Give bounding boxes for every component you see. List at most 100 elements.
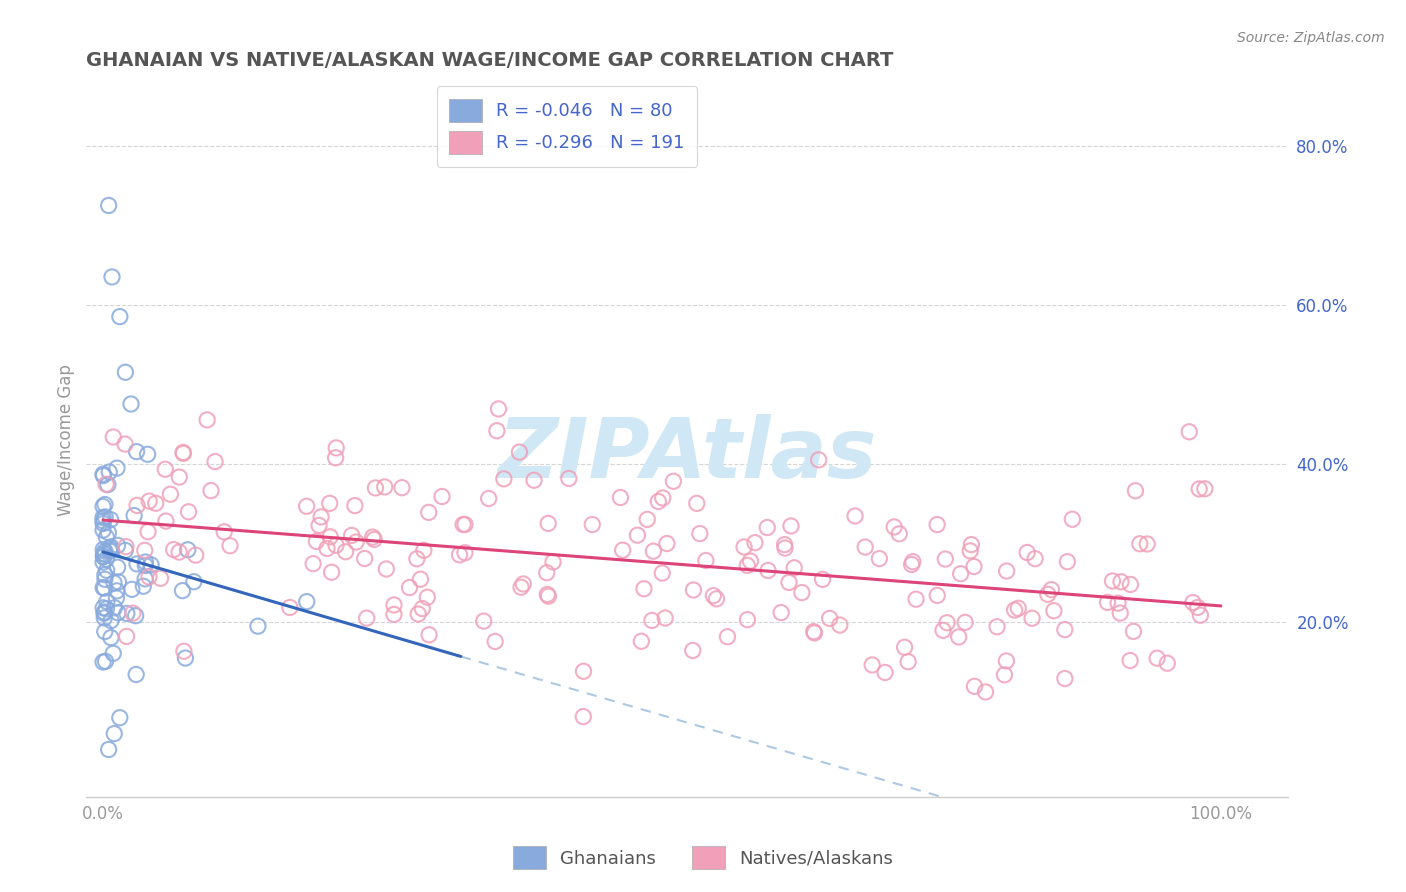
Point xyxy=(654,611,676,625)
Point xyxy=(167,545,190,559)
Point xyxy=(953,615,976,630)
Point xyxy=(1062,512,1084,526)
Point xyxy=(472,614,495,628)
Point xyxy=(803,624,825,639)
Point xyxy=(716,630,738,644)
Point xyxy=(702,589,724,603)
Point xyxy=(405,551,427,566)
Point xyxy=(91,516,114,531)
Point xyxy=(335,545,357,559)
Point xyxy=(536,587,558,601)
Point xyxy=(901,555,924,569)
Point xyxy=(91,655,114,669)
Point xyxy=(114,365,136,379)
Point xyxy=(454,546,477,560)
Point xyxy=(682,582,704,597)
Point xyxy=(1109,574,1132,589)
Point xyxy=(508,445,530,459)
Point xyxy=(94,624,117,639)
Point xyxy=(155,514,177,528)
Point xyxy=(686,496,709,510)
Point xyxy=(91,514,114,528)
Point xyxy=(353,551,375,566)
Point xyxy=(91,500,114,514)
Point xyxy=(995,654,1018,668)
Point xyxy=(93,549,115,564)
Point xyxy=(1101,574,1123,588)
Point xyxy=(662,475,685,489)
Point xyxy=(756,564,779,578)
Point xyxy=(172,446,194,460)
Point xyxy=(572,709,595,723)
Point xyxy=(91,468,114,483)
Point xyxy=(409,572,432,586)
Text: Source: ZipAtlas.com: Source: ZipAtlas.com xyxy=(1237,31,1385,45)
Point xyxy=(541,555,564,569)
Point xyxy=(1189,608,1212,623)
Point xyxy=(1125,483,1147,498)
Point xyxy=(449,548,471,562)
Point xyxy=(773,538,796,552)
Point xyxy=(416,591,439,605)
Point xyxy=(136,524,159,539)
Point xyxy=(828,618,851,632)
Point xyxy=(993,668,1015,682)
Point xyxy=(93,611,115,625)
Point xyxy=(195,413,218,427)
Point xyxy=(927,517,949,532)
Point xyxy=(780,519,803,533)
Point xyxy=(114,543,136,558)
Point xyxy=(100,631,122,645)
Point xyxy=(204,454,226,468)
Point xyxy=(391,481,413,495)
Point xyxy=(770,606,793,620)
Point xyxy=(934,552,956,566)
Point xyxy=(626,528,648,542)
Point xyxy=(105,591,128,605)
Point xyxy=(451,517,474,532)
Point xyxy=(305,534,328,549)
Point xyxy=(91,467,114,482)
Point xyxy=(572,665,595,679)
Point xyxy=(138,494,160,508)
Y-axis label: Wage/Income Gap: Wage/Income Gap xyxy=(58,364,75,516)
Point xyxy=(163,542,186,557)
Point xyxy=(177,542,200,557)
Point xyxy=(963,679,986,693)
Point xyxy=(1024,551,1046,566)
Point xyxy=(485,424,508,438)
Point xyxy=(325,441,347,455)
Point xyxy=(136,447,159,461)
Point xyxy=(125,444,148,458)
Point xyxy=(418,505,440,519)
Point xyxy=(96,563,118,577)
Point xyxy=(364,481,387,495)
Point xyxy=(1119,654,1142,668)
Point xyxy=(790,585,813,599)
Point xyxy=(325,538,347,552)
Point xyxy=(740,554,762,568)
Point xyxy=(94,509,117,524)
Point xyxy=(655,536,678,550)
Point xyxy=(651,491,673,505)
Point xyxy=(803,626,825,640)
Point xyxy=(484,634,506,648)
Point xyxy=(1194,482,1216,496)
Point xyxy=(960,538,983,552)
Point xyxy=(651,566,673,580)
Point xyxy=(115,540,138,554)
Point xyxy=(974,685,997,699)
Point xyxy=(219,539,242,553)
Point xyxy=(105,583,128,598)
Point xyxy=(609,491,631,505)
Point xyxy=(735,558,758,573)
Point xyxy=(682,643,704,657)
Point xyxy=(927,589,949,603)
Point xyxy=(1181,596,1204,610)
Point xyxy=(184,548,207,562)
Point xyxy=(807,453,830,467)
Point xyxy=(706,591,728,606)
Point xyxy=(612,543,634,558)
Point xyxy=(96,601,118,615)
Point xyxy=(1156,657,1178,671)
